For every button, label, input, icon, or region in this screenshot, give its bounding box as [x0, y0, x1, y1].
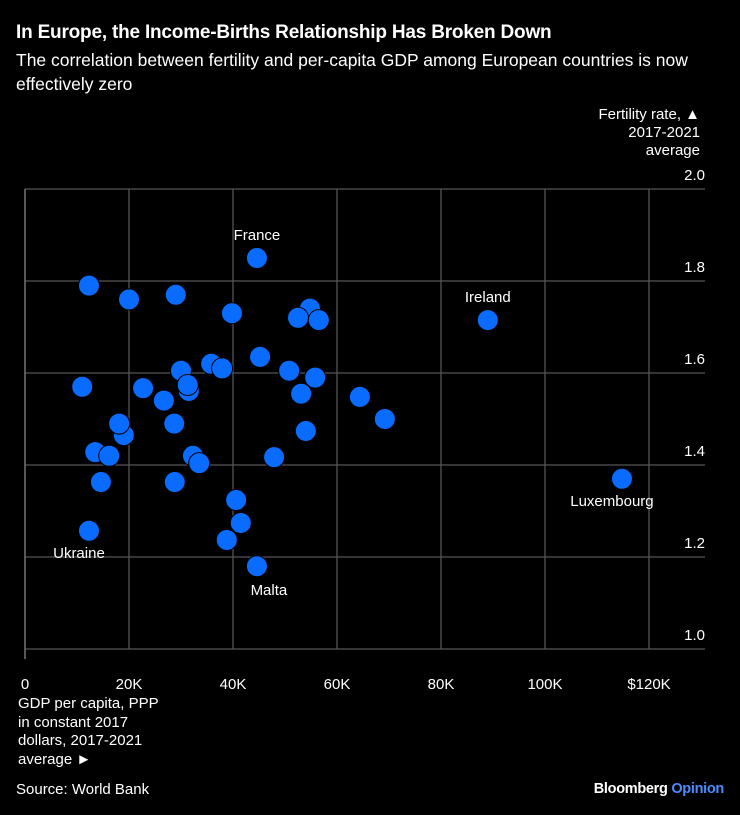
x-axis-label-line: average ►	[18, 750, 92, 768]
chart-subtitle: The correlation between fertility and pe…	[16, 50, 688, 94]
y-tick-label: 1.6	[684, 351, 705, 368]
data-point	[476, 309, 499, 332]
y-tick-label: 2.0	[684, 167, 705, 184]
brand-name: Bloomberg	[593, 781, 668, 797]
source-note: Source: World Bank	[16, 781, 150, 798]
y-tick-label: 1.0	[684, 627, 705, 644]
y-axis-label-line: average	[645, 142, 700, 159]
point-label: Luxembourg	[570, 493, 653, 510]
data-point	[304, 366, 327, 389]
brand-suffix: Opinion	[671, 781, 724, 797]
data-point	[163, 412, 186, 435]
data-point	[294, 419, 317, 442]
x-axis-label-line: dollars, 2017-2021	[18, 732, 143, 749]
data-point	[287, 306, 309, 329]
data-point	[132, 377, 155, 400]
data-point	[77, 274, 100, 297]
data-point	[71, 375, 94, 398]
x-tick-label: 0	[21, 676, 29, 693]
data-point	[163, 471, 186, 494]
data-point	[77, 519, 100, 542]
data-point	[348, 385, 371, 408]
data-point	[290, 382, 313, 405]
y-axis-label-line: Fertility rate, ▲	[598, 106, 700, 123]
data-point	[89, 471, 112, 494]
data-point	[220, 302, 243, 325]
data-point	[229, 511, 252, 534]
data-point	[263, 446, 286, 469]
y-tick-label: 1.4	[684, 443, 705, 460]
data-point	[211, 357, 234, 380]
data-point	[152, 389, 175, 412]
data-point	[225, 488, 248, 511]
x-axis-label-line: in constant 2017	[18, 713, 129, 731]
x-tick-label: 20K	[116, 676, 143, 693]
x-tick-label: 40K	[220, 676, 247, 693]
data-point	[164, 283, 187, 306]
x-tick-label: 60K	[324, 676, 351, 693]
point-label: Malta	[251, 582, 288, 599]
data-point	[118, 288, 140, 311]
point-label: Ireland	[465, 289, 511, 306]
data-point	[176, 373, 199, 396]
y-axis-label: Fertility rate, ▲ 2017-2021 average	[550, 106, 700, 160]
x-tick-label: 80K	[428, 676, 455, 693]
data-point	[98, 444, 121, 467]
brand-logo: Bloomberg Opinion	[593, 781, 725, 797]
data-point	[307, 309, 330, 332]
x-axis-label-line: GDP per capita, PPP	[18, 695, 159, 712]
chart-title: In Europe, the Income-Births Relationshi…	[16, 22, 552, 43]
x-tick-label: 100K	[527, 676, 562, 693]
y-tick-label: 1.8	[684, 259, 705, 276]
data-point	[188, 452, 211, 475]
x-axis-label: GDP per capita, PPP in constant 2017 dol…	[18, 695, 188, 769]
data-point	[245, 247, 268, 269]
point-label: France	[234, 227, 281, 244]
data-point	[610, 467, 633, 490]
y-tick-label: 1.2	[684, 535, 705, 552]
data-point	[249, 345, 272, 368]
data-point	[373, 408, 396, 430]
y-axis-label-line: 2017-2021	[628, 124, 700, 141]
point-label: Ukraine	[53, 545, 105, 562]
x-tick-label: $120K	[627, 676, 670, 693]
data-point	[108, 412, 131, 435]
data-point	[245, 555, 268, 578]
data-point	[278, 359, 301, 382]
data-point	[215, 528, 238, 551]
